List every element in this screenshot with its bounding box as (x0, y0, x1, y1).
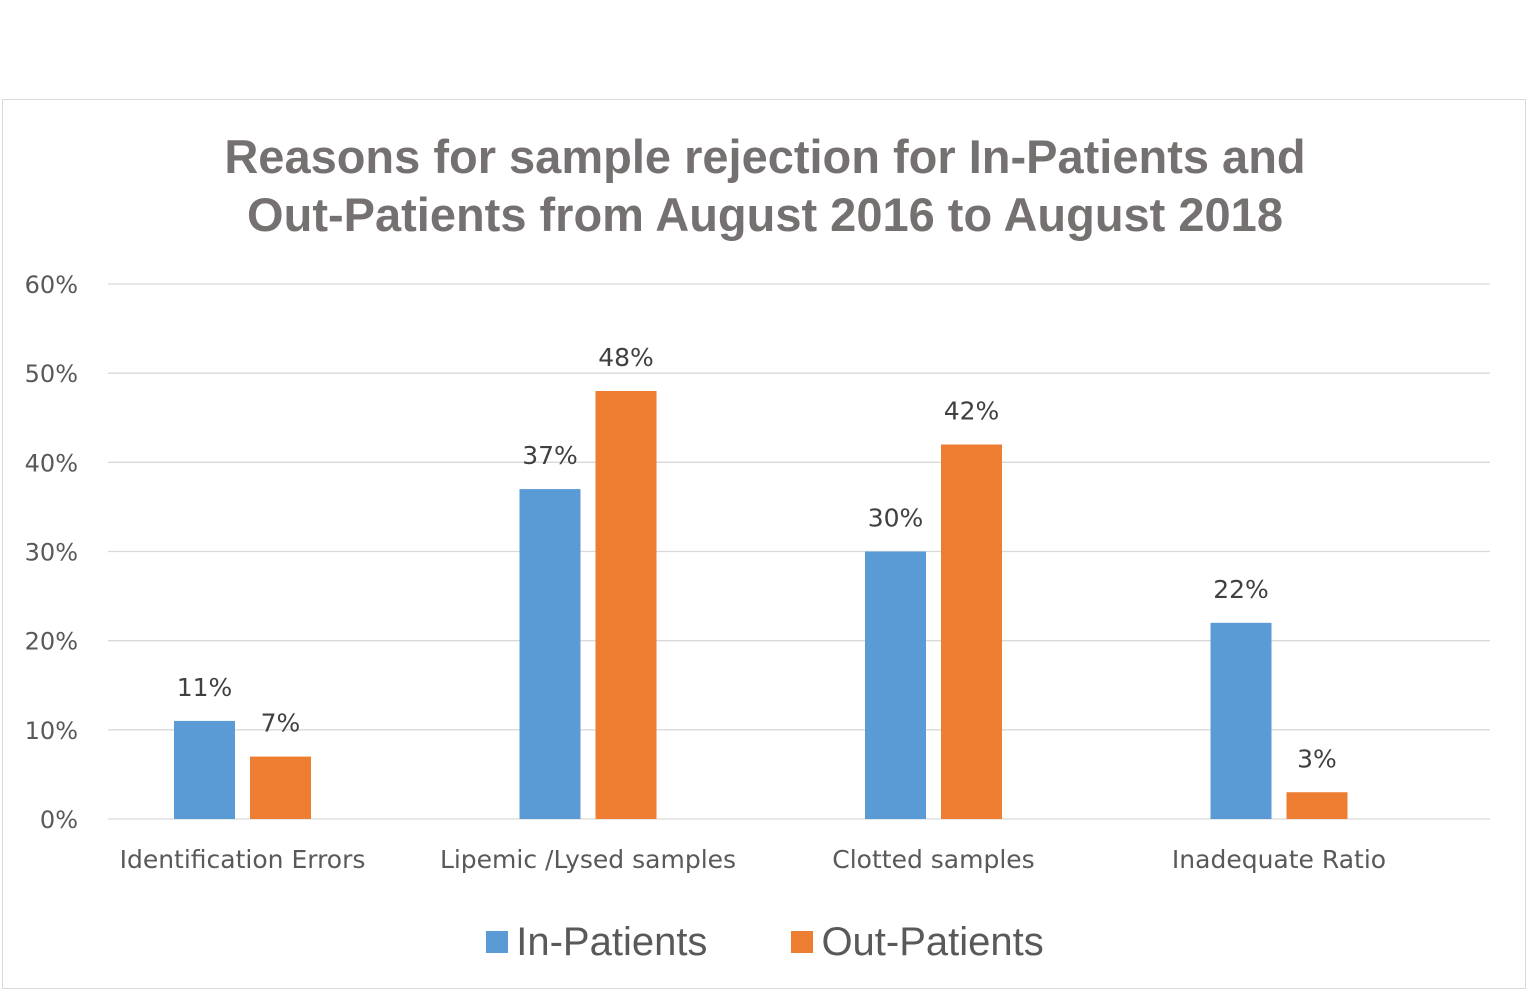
legend: In-Patients Out-Patients (0, 918, 1530, 966)
bar-out-patients (595, 391, 657, 819)
data-label-in-patients: 30% (868, 504, 924, 533)
data-label-in-patients: 11% (177, 673, 233, 702)
y-tick-label: 30% (25, 539, 78, 567)
y-tick-label: 40% (25, 449, 78, 477)
data-label-in-patients: 22% (1213, 575, 1269, 604)
x-category-label: Lipemic /Lysed samples (440, 845, 736, 874)
bar-in-patients (174, 720, 235, 819)
bar-out-patients (941, 444, 1002, 819)
data-label-out-patients: 3% (1297, 744, 1337, 773)
legend-item-out-patients: Out-Patients (791, 918, 1044, 966)
chart-title: Reasons for sample rejection for In-Pati… (0, 128, 1530, 244)
data-label-out-patients: 7% (261, 709, 301, 738)
legend-label-in-patients: In-Patients (516, 920, 708, 964)
chart-title-line-2: Out-Patients from August 2016 to August … (247, 188, 1283, 241)
y-tick-label: 10% (25, 717, 78, 745)
y-tick-label: 50% (25, 360, 78, 388)
x-category-label: Inadequate Ratio (1172, 845, 1386, 874)
bar-out-patients (250, 756, 311, 819)
legend-swatch-out-patients (791, 931, 814, 953)
bar-out-patients (1286, 792, 1348, 819)
bar-in-patients (519, 489, 581, 819)
data-label-out-patients: 42% (944, 397, 1000, 426)
bar-in-patients (1210, 622, 1272, 819)
bar-in-patients (865, 551, 926, 819)
legend-swatch-in-patients (486, 931, 509, 953)
legend-label-out-patients: Out-Patients (821, 920, 1044, 964)
data-label-out-patients: 48% (598, 343, 654, 372)
y-tick-label: 20% (25, 628, 78, 656)
data-label-in-patients: 37% (522, 441, 578, 470)
chart-frame (2, 99, 1526, 989)
chart-title-line-1: Reasons for sample rejection for In-Pati… (224, 130, 1306, 183)
y-tick-label: 60% (25, 271, 78, 299)
x-category-label: Clotted samples (832, 845, 1034, 874)
x-category-label: Identification Errors (120, 845, 366, 874)
y-tick-label: 0% (40, 806, 78, 834)
legend-item-in-patients: In-Patients (486, 918, 707, 966)
